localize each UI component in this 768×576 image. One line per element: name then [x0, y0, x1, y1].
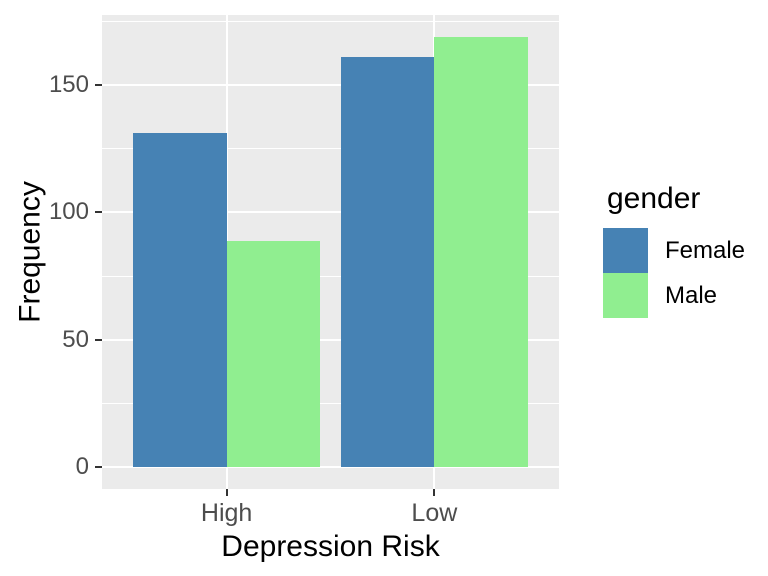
x-tick-mark — [433, 489, 436, 496]
gridline-minor — [102, 20, 559, 22]
legend: gender Female Male — [603, 183, 745, 318]
y-tick-label: 0 — [75, 453, 89, 481]
legend-item-male: Male — [603, 273, 745, 318]
legend-key-male — [603, 273, 648, 318]
bar-high-female — [133, 133, 227, 468]
gridline-major — [102, 466, 559, 469]
x-axis-title: Depression Risk — [221, 530, 440, 563]
x-tick-mark — [225, 489, 228, 496]
y-tick-mark — [95, 83, 102, 86]
gridline-major — [102, 338, 559, 341]
legend-label-female: Female — [665, 236, 746, 264]
y-tick-mark — [95, 466, 102, 469]
x-tick-label: Low — [411, 499, 458, 527]
bar-low-female — [340, 56, 435, 468]
gridline-minor — [102, 275, 559, 277]
y-tick-label: 100 — [48, 198, 89, 226]
plot-panel — [102, 15, 559, 489]
legend-label-male: Male — [665, 281, 718, 309]
legend-key-female — [603, 228, 648, 273]
gridline-major — [102, 211, 559, 214]
bar-high-male — [226, 240, 321, 468]
x-tick-label: High — [200, 499, 253, 527]
y-tick-label: 150 — [48, 70, 89, 98]
legend-title: gender — [607, 182, 701, 215]
gridline-minor — [102, 148, 559, 150]
legend-item-female: Female — [603, 228, 745, 273]
y-tick-mark — [95, 211, 102, 214]
gridline-minor — [102, 403, 559, 405]
y-tick-label: 50 — [62, 325, 89, 353]
bar-low-male — [434, 36, 528, 468]
gridline-major — [102, 83, 559, 86]
y-tick-mark — [95, 338, 102, 341]
